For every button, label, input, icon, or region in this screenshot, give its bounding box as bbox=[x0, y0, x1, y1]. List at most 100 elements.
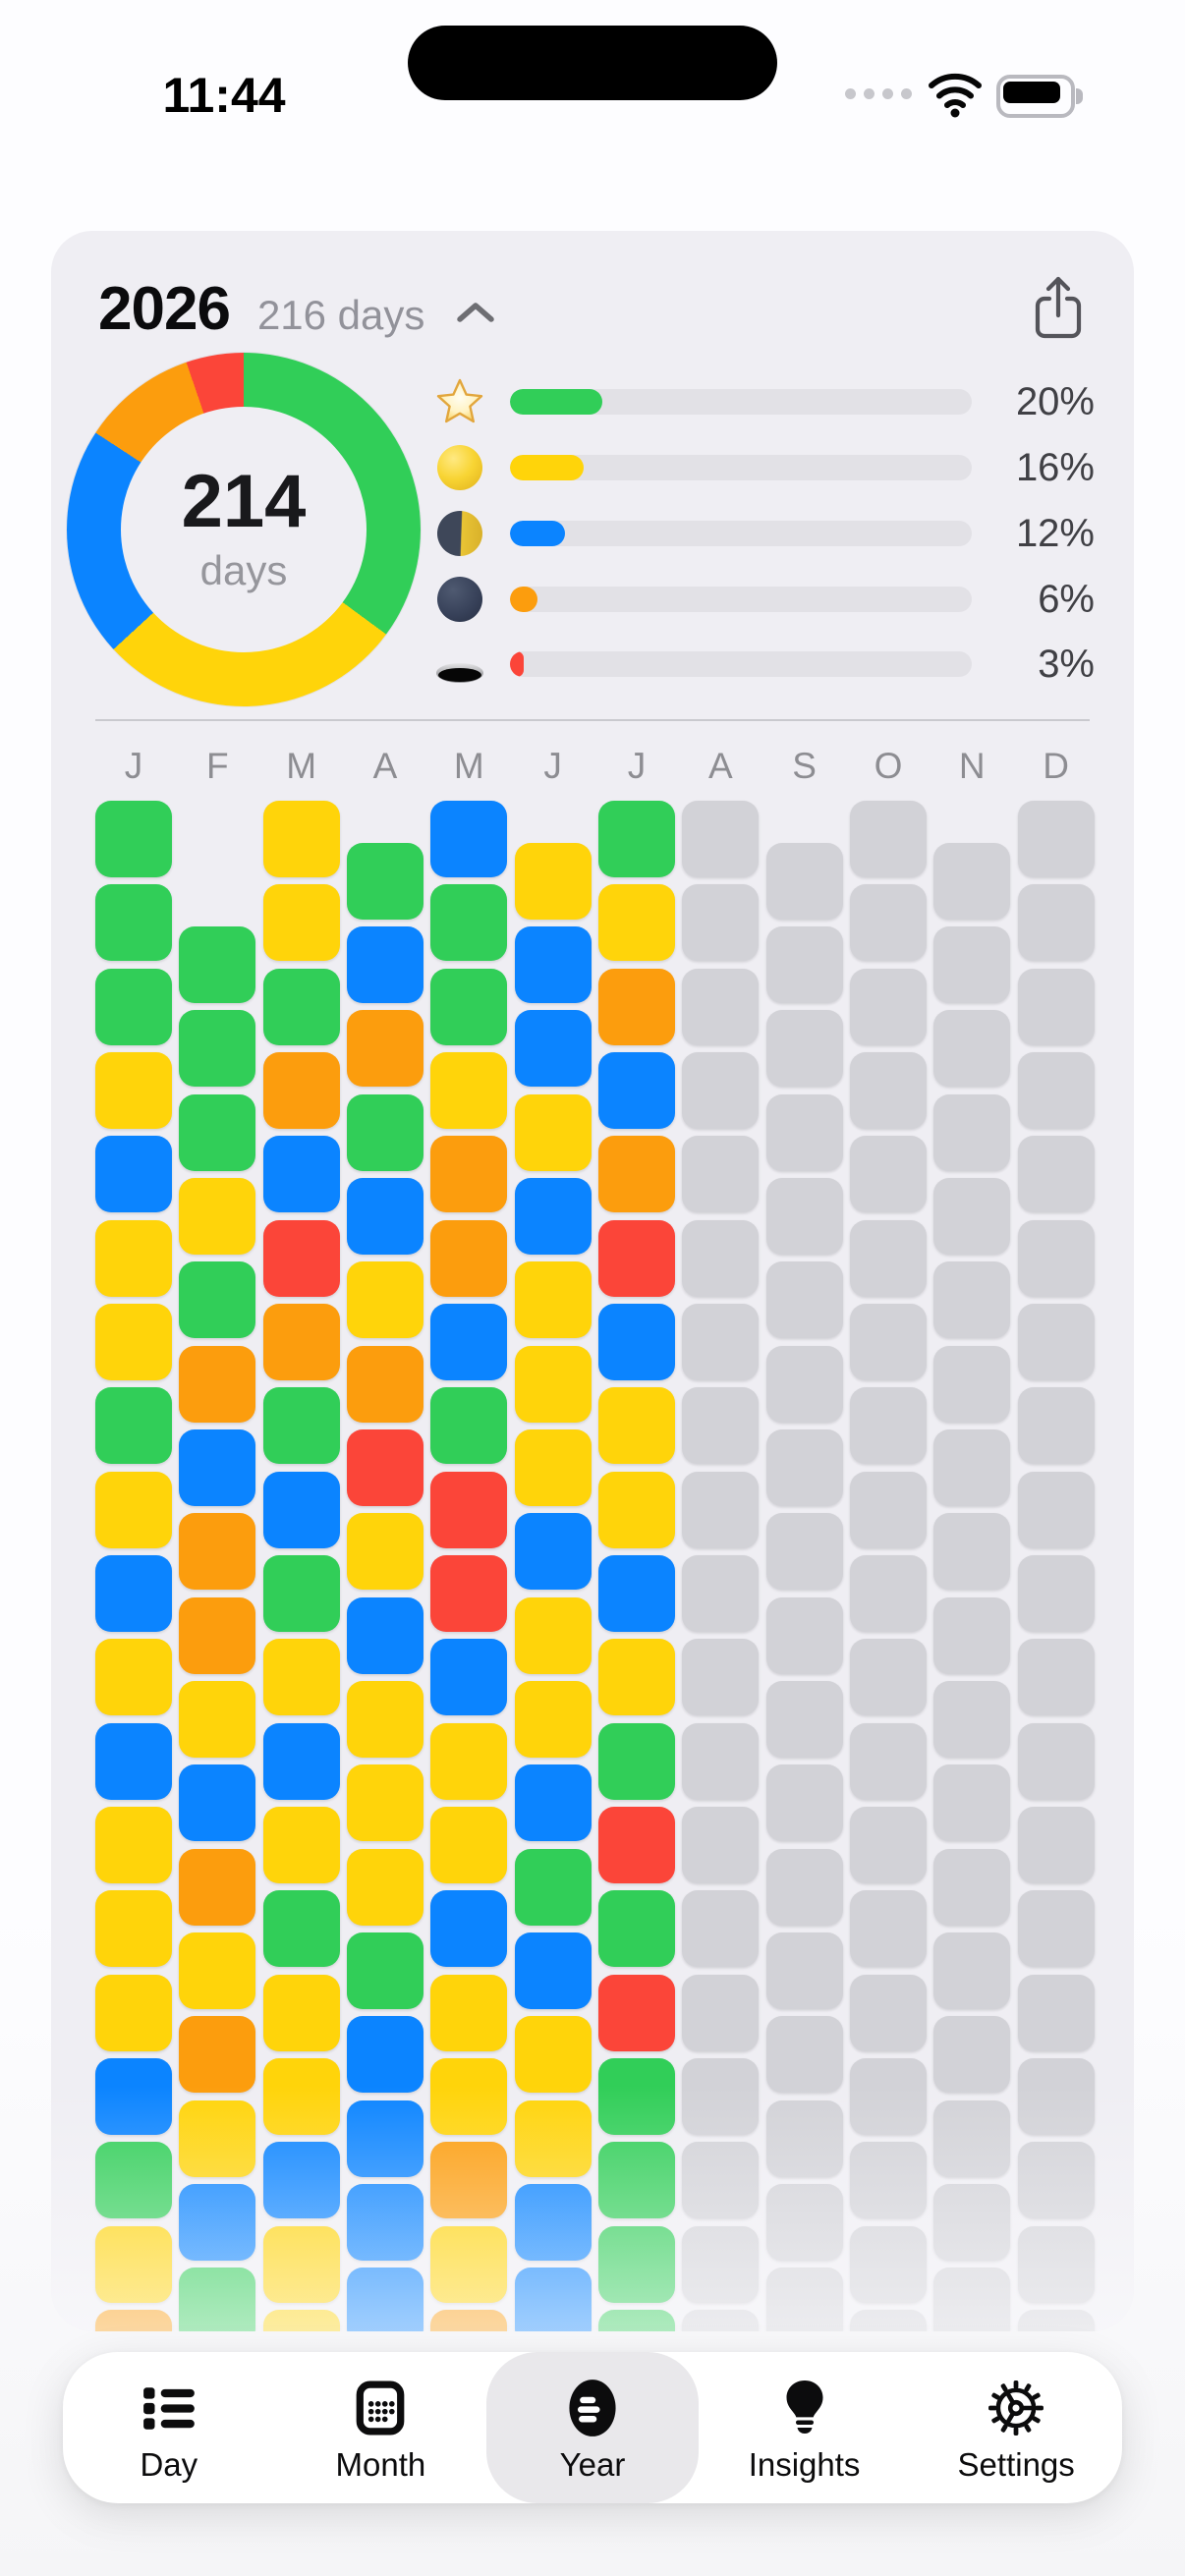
day-cell[interactable] bbox=[430, 1051, 508, 1129]
day-cell-empty[interactable] bbox=[849, 1554, 927, 1632]
day-cell[interactable] bbox=[95, 1722, 172, 1800]
day-cell[interactable] bbox=[179, 1177, 256, 1255]
day-cell[interactable] bbox=[514, 925, 592, 1003]
day-cell[interactable] bbox=[179, 1261, 256, 1339]
day-cell-empty[interactable] bbox=[765, 1345, 843, 1423]
day-cell[interactable] bbox=[597, 1387, 675, 1465]
day-cell[interactable] bbox=[514, 1513, 592, 1591]
day-cell[interactable] bbox=[597, 1974, 675, 2051]
day-cell-empty[interactable] bbox=[849, 2142, 927, 2219]
day-cell[interactable] bbox=[179, 925, 256, 1003]
day-cell[interactable] bbox=[262, 801, 340, 877]
day-cell-empty[interactable] bbox=[1017, 1051, 1095, 1129]
day-cell[interactable] bbox=[179, 1932, 256, 2009]
day-cell[interactable] bbox=[346, 1848, 423, 1926]
day-cell[interactable] bbox=[95, 1806, 172, 1883]
day-cell-empty[interactable] bbox=[849, 1136, 927, 1213]
day-cell[interactable] bbox=[430, 1806, 508, 1883]
day-cell-empty[interactable] bbox=[1017, 968, 1095, 1045]
day-cell[interactable] bbox=[262, 2225, 340, 2303]
day-cell[interactable] bbox=[430, 2225, 508, 2303]
day-cell-empty[interactable] bbox=[682, 1639, 760, 1716]
day-cell-empty[interactable] bbox=[765, 1177, 843, 1255]
day-cell[interactable] bbox=[179, 1010, 256, 1088]
day-cell-empty[interactable] bbox=[849, 2225, 927, 2303]
day-cell-empty[interactable] bbox=[765, 925, 843, 1003]
day-cell[interactable] bbox=[346, 842, 423, 920]
day-cell-empty[interactable] bbox=[933, 1261, 1011, 1339]
day-cell[interactable] bbox=[514, 1010, 592, 1088]
day-cell-empty[interactable] bbox=[933, 1513, 1011, 1591]
day-cell[interactable] bbox=[346, 2100, 423, 2177]
day-cell-empty[interactable] bbox=[682, 2057, 760, 2135]
day-cell-empty[interactable] bbox=[933, 2016, 1011, 2094]
day-cell-empty[interactable] bbox=[765, 1764, 843, 1842]
day-cell[interactable] bbox=[430, 1639, 508, 1716]
day-cell-empty[interactable] bbox=[849, 1722, 927, 1800]
day-cell[interactable] bbox=[179, 2268, 256, 2331]
day-cell[interactable] bbox=[597, 1722, 675, 1800]
day-cell[interactable] bbox=[95, 801, 172, 877]
day-cell[interactable] bbox=[95, 968, 172, 1045]
day-cell[interactable] bbox=[514, 1932, 592, 2009]
day-cell-empty[interactable] bbox=[765, 1848, 843, 1926]
day-cell-empty[interactable] bbox=[933, 2268, 1011, 2331]
day-cell[interactable] bbox=[597, 1554, 675, 1632]
day-cell-empty[interactable] bbox=[1017, 2225, 1095, 2303]
day-cell[interactable] bbox=[262, 1806, 340, 1883]
day-cell[interactable] bbox=[95, 2309, 172, 2331]
day-cell[interactable] bbox=[95, 1974, 172, 2051]
day-cell-empty[interactable] bbox=[933, 1680, 1011, 1758]
day-cell[interactable] bbox=[430, 2057, 508, 2135]
day-cell[interactable] bbox=[514, 1428, 592, 1506]
day-cell[interactable] bbox=[346, 925, 423, 1003]
day-cell-empty[interactable] bbox=[765, 2016, 843, 2094]
day-cell[interactable] bbox=[430, 1471, 508, 1548]
day-cell[interactable] bbox=[597, 1219, 675, 1297]
day-cell[interactable] bbox=[95, 2225, 172, 2303]
day-cell-empty[interactable] bbox=[933, 1010, 1011, 1088]
day-cell-empty[interactable] bbox=[849, 1219, 927, 1297]
day-cell-empty[interactable] bbox=[849, 2057, 927, 2135]
day-cell-empty[interactable] bbox=[933, 2183, 1011, 2261]
day-cell-empty[interactable] bbox=[765, 2268, 843, 2331]
day-cell-empty[interactable] bbox=[849, 1051, 927, 1129]
day-cell[interactable] bbox=[346, 2016, 423, 2094]
day-cell[interactable] bbox=[179, 1093, 256, 1171]
day-cell[interactable] bbox=[262, 1554, 340, 1632]
day-cell[interactable] bbox=[346, 1764, 423, 1842]
day-cell[interactable] bbox=[262, 1890, 340, 1968]
day-cell-empty[interactable] bbox=[849, 968, 927, 1045]
day-cell-empty[interactable] bbox=[933, 1093, 1011, 1171]
day-cell[interactable] bbox=[95, 1051, 172, 1129]
day-cell[interactable] bbox=[179, 1680, 256, 1758]
day-cell[interactable] bbox=[597, 1639, 675, 1716]
day-cell[interactable] bbox=[95, 2057, 172, 2135]
day-cell[interactable] bbox=[262, 1219, 340, 1297]
day-cell-empty[interactable] bbox=[933, 1177, 1011, 1255]
day-cell[interactable] bbox=[95, 2142, 172, 2219]
day-cell[interactable] bbox=[514, 2268, 592, 2331]
day-cell[interactable] bbox=[179, 1513, 256, 1591]
day-cell-empty[interactable] bbox=[933, 1764, 1011, 1842]
day-cell[interactable] bbox=[514, 1680, 592, 1758]
day-cell[interactable] bbox=[179, 1848, 256, 1926]
day-cell[interactable] bbox=[179, 2100, 256, 2177]
day-cell[interactable] bbox=[262, 884, 340, 962]
day-cell-empty[interactable] bbox=[933, 1932, 1011, 2009]
day-cell[interactable] bbox=[179, 1345, 256, 1423]
day-cell[interactable] bbox=[346, 1428, 423, 1506]
day-cell-empty[interactable] bbox=[682, 1722, 760, 1800]
day-cell-empty[interactable] bbox=[682, 2142, 760, 2219]
day-cell[interactable] bbox=[514, 2100, 592, 2177]
day-cell[interactable] bbox=[95, 1471, 172, 1548]
day-cell-empty[interactable] bbox=[1017, 1136, 1095, 1213]
day-cell[interactable] bbox=[95, 1387, 172, 1465]
tab-insights[interactable]: Insights bbox=[699, 2352, 911, 2503]
day-cell[interactable] bbox=[597, 1806, 675, 1883]
day-cell[interactable] bbox=[262, 1303, 340, 1380]
day-cell[interactable] bbox=[514, 1764, 592, 1842]
day-cell[interactable] bbox=[346, 1261, 423, 1339]
day-cell-empty[interactable] bbox=[765, 842, 843, 920]
day-cell-empty[interactable] bbox=[1017, 1303, 1095, 1380]
